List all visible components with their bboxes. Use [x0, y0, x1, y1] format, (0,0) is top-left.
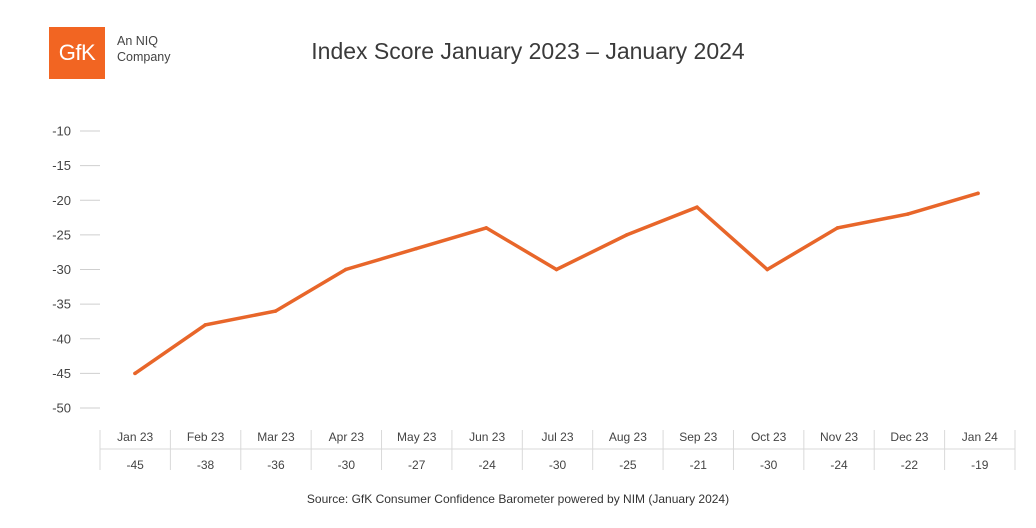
y-tick-label: -40: [52, 331, 71, 346]
data-value-label: -25: [619, 458, 637, 472]
x-tick-label: Apr 23: [329, 430, 365, 444]
data-point: [554, 267, 559, 272]
data-point: [624, 233, 629, 237]
x-tick-label: Jan 23: [117, 430, 153, 444]
data-value-label: -19: [971, 458, 989, 472]
x-tick-label: Dec 23: [890, 430, 928, 444]
data-value-label: -30: [338, 458, 356, 472]
x-tick-label: Oct 23: [751, 430, 787, 444]
x-tick-label: Nov 23: [820, 430, 858, 444]
logo-text: GfK: [58, 40, 96, 65]
y-tick-label: -15: [52, 158, 71, 173]
x-tick-label: Sep 23: [679, 430, 717, 444]
data-value-label: -36: [267, 458, 285, 472]
data-value-label: -21: [690, 458, 708, 472]
tagline-line-2: Company: [117, 50, 171, 64]
data-point: [765, 267, 770, 272]
data-point: [905, 212, 910, 216]
x-tick-label: Aug 23: [609, 430, 647, 444]
y-tick-label: -20: [52, 193, 71, 208]
data-value-label: -24: [478, 458, 496, 472]
data-value-label: -30: [549, 458, 567, 472]
tagline-line-1: An NIQ: [117, 34, 158, 48]
series-line: [133, 191, 980, 376]
data-point: [835, 226, 840, 230]
data-point: [976, 191, 980, 196]
x-tick-label: Jun 23: [469, 430, 505, 444]
y-tick-label: -35: [52, 297, 71, 312]
data-point: [133, 371, 137, 376]
y-tick-label: -10: [52, 124, 71, 139]
data-point: [203, 323, 208, 327]
data-value-label: -22: [901, 458, 919, 472]
data-point: [414, 246, 418, 251]
x-tick-label: Jan 24: [962, 430, 998, 444]
y-tick-label: -30: [52, 262, 71, 277]
x-tick-label: Feb 23: [187, 430, 225, 444]
x-tick-label: Jul 23: [541, 430, 573, 444]
data-value-label: -45: [127, 458, 145, 472]
y-tick-label: -45: [52, 366, 71, 381]
data-value-label: -27: [408, 458, 426, 472]
data-value-label: -38: [197, 458, 215, 472]
y-tick-label: -50: [52, 401, 71, 416]
x-axis-table: Jan 23 -45 Feb 23 -38 Mar 23 -36 Apr 23 -30 May …: [99, 430, 1016, 472]
data-value-label: -24: [830, 458, 848, 472]
data-point: [695, 205, 699, 209]
data-point: [343, 267, 348, 272]
data-value-label: -30: [760, 458, 778, 472]
gfk-logo: GfK: [49, 27, 105, 79]
x-tick-label: Mar 23: [257, 430, 295, 444]
brand-tagline: An NIQ Company: [117, 33, 171, 65]
y-axis: -10 -15 -20 -25 -30 -35 -40 -45 -50: [52, 124, 100, 416]
source-note: Source: GfK Consumer Confidence Baromete…: [306, 492, 730, 506]
chart-title: Index Score January 2023 – January 2024: [311, 38, 745, 64]
data-point: [273, 309, 278, 313]
data-point: [484, 226, 489, 230]
y-tick-label: -25: [52, 227, 71, 242]
x-tick-label: May 23: [397, 430, 437, 444]
series: [133, 191, 980, 376]
